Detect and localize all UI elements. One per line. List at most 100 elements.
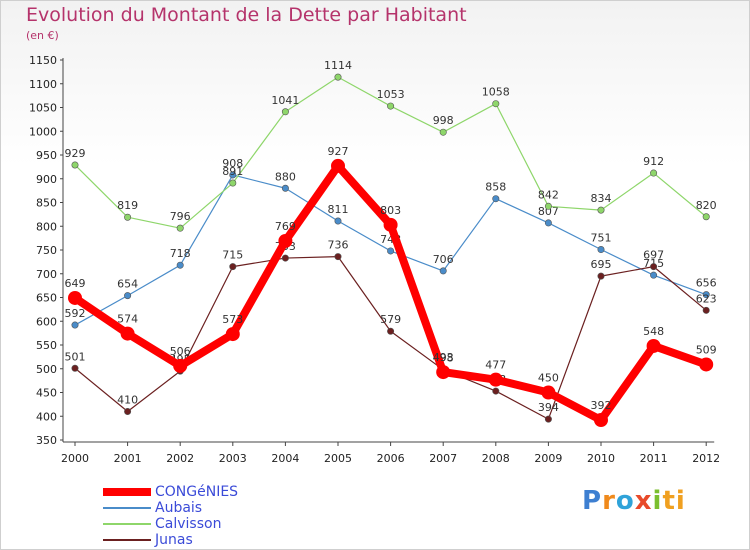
point-aubais-2009 bbox=[544, 219, 552, 227]
legend-label-junas: Junas bbox=[155, 532, 193, 548]
y-tick-label-700: 700 bbox=[36, 268, 57, 281]
point-aubais-2007 bbox=[439, 267, 447, 275]
legend-swatch-congenies bbox=[103, 488, 151, 496]
y-tick-label-1000: 1000 bbox=[29, 125, 57, 138]
y-tick-label-650: 650 bbox=[36, 292, 57, 305]
point-cong-nies-2008 bbox=[488, 372, 503, 387]
point-calvisson-2001 bbox=[124, 213, 132, 221]
legend-label-calvisson: Calvisson bbox=[155, 516, 222, 532]
data-label-cong-nies-2005: 927 bbox=[328, 145, 349, 158]
point-cong-nies-2001 bbox=[120, 326, 135, 341]
legend-label-congenies: CONGéNIES bbox=[155, 484, 239, 500]
data-label-cong-nies-2007: 493 bbox=[433, 351, 454, 364]
legend-swatch-junas bbox=[103, 539, 151, 541]
x-tick-label-2012: 2012 bbox=[692, 452, 720, 465]
y-tick-label-450: 450 bbox=[36, 387, 57, 400]
data-label-junas-2003: 715 bbox=[222, 249, 243, 262]
data-label-calvisson-2003: 891 bbox=[222, 165, 243, 178]
chart-title: Evolution du Montant de la Dette par Hab… bbox=[26, 4, 467, 26]
data-label-calvisson-2001: 819 bbox=[117, 199, 138, 212]
data-label-aubais-2002: 718 bbox=[170, 247, 191, 260]
point-aubais-2005 bbox=[334, 217, 342, 225]
data-label-cong-nies-2000: 649 bbox=[65, 277, 86, 290]
series-line-junas bbox=[74, 256, 707, 420]
point-calvisson-2009 bbox=[544, 202, 552, 210]
point-junas-2006 bbox=[387, 327, 395, 335]
data-label-cong-nies-2004: 769 bbox=[275, 220, 296, 233]
data-label-aubais-2003: 908 bbox=[222, 157, 243, 170]
data-label-cong-nies-2001: 574 bbox=[117, 313, 138, 326]
data-label-calvisson-2006: 1053 bbox=[377, 88, 405, 101]
data-label-calvisson-2011: 912 bbox=[643, 155, 664, 168]
y-tick-label-900: 900 bbox=[36, 173, 57, 186]
data-label-calvisson-2008: 1058 bbox=[482, 86, 510, 99]
point-junas-2005 bbox=[334, 253, 342, 261]
point-cong-nies-2002 bbox=[173, 358, 188, 373]
point-aubais-2002 bbox=[176, 261, 184, 269]
data-label-cong-nies-2010: 392 bbox=[591, 399, 612, 412]
data-label-cong-nies-2011: 548 bbox=[643, 325, 664, 338]
point-calvisson-2006 bbox=[387, 102, 395, 110]
x-tick-label-2002: 2002 bbox=[166, 452, 194, 465]
y-tick-label-950: 950 bbox=[36, 149, 57, 162]
x-tick-label-2004: 2004 bbox=[271, 452, 299, 465]
point-calvisson-2000 bbox=[71, 161, 79, 169]
point-junas-2000 bbox=[71, 364, 79, 372]
chart-subtitle: (en €) bbox=[26, 29, 59, 42]
x-tick-label-2001: 2001 bbox=[114, 452, 142, 465]
point-junas-2008 bbox=[492, 387, 500, 395]
point-junas-2011 bbox=[650, 263, 658, 271]
point-calvisson-2002 bbox=[176, 224, 184, 232]
point-cong-nies-2012 bbox=[699, 357, 714, 372]
y-tick-label-750: 750 bbox=[36, 244, 57, 257]
data-label-aubais-2012: 656 bbox=[696, 277, 717, 290]
point-calvisson-2011 bbox=[650, 169, 658, 177]
point-calvisson-2005 bbox=[334, 73, 342, 81]
point-junas-2009 bbox=[544, 415, 552, 423]
point-cong-nies-2010 bbox=[594, 413, 608, 428]
data-label-cong-nies-2003: 573 bbox=[222, 313, 243, 326]
data-label-junas-2010: 695 bbox=[591, 258, 612, 271]
point-aubais-2004 bbox=[281, 184, 289, 192]
point-junas-2012 bbox=[702, 306, 710, 314]
y-tick-label-500: 500 bbox=[36, 363, 57, 376]
point-aubais-2006 bbox=[387, 247, 395, 255]
x-tick-label-2005: 2005 bbox=[324, 452, 352, 465]
data-label-calvisson-2000: 929 bbox=[65, 147, 86, 160]
legend-swatch-aubais bbox=[103, 507, 151, 509]
point-cong-nies-2004 bbox=[278, 233, 293, 248]
data-label-calvisson-2007: 998 bbox=[433, 114, 454, 127]
data-label-junas-2000: 501 bbox=[65, 350, 86, 363]
y-tick-label-550: 550 bbox=[36, 339, 57, 352]
data-label-calvisson-2010: 834 bbox=[591, 192, 612, 205]
point-calvisson-2003 bbox=[229, 179, 237, 187]
data-label-aubais-2004: 880 bbox=[275, 170, 296, 183]
point-junas-2001 bbox=[124, 407, 132, 415]
point-calvisson-2004 bbox=[281, 108, 289, 116]
data-label-aubais-2007: 706 bbox=[433, 253, 454, 266]
point-junas-2010 bbox=[597, 272, 605, 280]
data-label-aubais-2001: 654 bbox=[117, 278, 138, 291]
x-tick-label-2011: 2011 bbox=[640, 452, 668, 465]
data-label-cong-nies-2012: 509 bbox=[696, 343, 717, 356]
data-label-junas-2001: 410 bbox=[117, 394, 138, 407]
data-label-aubais-2008: 858 bbox=[485, 181, 506, 194]
y-tick-label-400: 400 bbox=[36, 410, 57, 423]
point-aubais-2010 bbox=[597, 246, 605, 254]
point-aubais-2011 bbox=[650, 271, 658, 279]
data-label-cong-nies-2002: 506 bbox=[170, 345, 191, 358]
data-label-cong-nies-2008: 477 bbox=[485, 359, 506, 372]
data-label-junas-2011: 697 bbox=[643, 249, 664, 262]
y-tick-label-800: 800 bbox=[36, 220, 57, 233]
point-calvisson-2012 bbox=[702, 213, 710, 221]
proxiti-logo: Proxiti bbox=[582, 486, 686, 516]
data-label-junas-2005: 736 bbox=[328, 239, 349, 252]
data-label-aubais-2010: 751 bbox=[591, 232, 612, 245]
x-tick-label-2006: 2006 bbox=[377, 452, 405, 465]
y-tick-label-1150: 1150 bbox=[29, 54, 57, 67]
legend-swatch-calvisson bbox=[103, 523, 151, 525]
data-label-aubais-2005: 811 bbox=[328, 203, 349, 216]
data-label-calvisson-2012: 820 bbox=[696, 199, 717, 212]
